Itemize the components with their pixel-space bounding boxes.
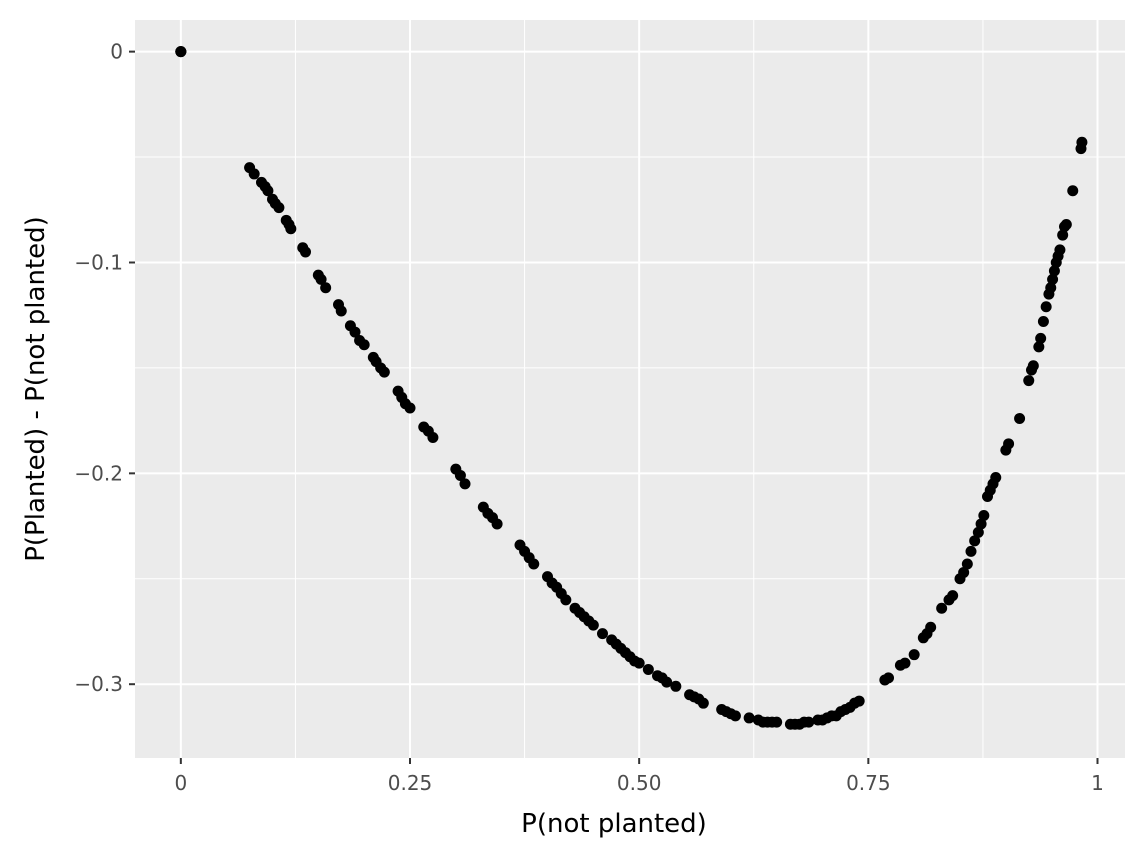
scatter-point — [427, 431, 439, 443]
scatter-point — [803, 716, 815, 728]
y-tick-label: −0.2 — [74, 461, 123, 485]
x-tick-label: 0.25 — [388, 771, 433, 795]
y-tick-label: −0.3 — [74, 672, 123, 696]
scatter-point — [1045, 282, 1057, 294]
x-tick-label: 0.50 — [617, 771, 662, 795]
x-tick-label: 0 — [174, 771, 187, 795]
scatter-point — [285, 223, 297, 235]
scatter-point — [248, 168, 260, 180]
x-axis-title: P(not planted) — [521, 809, 707, 839]
scatter-point — [908, 649, 920, 661]
scatter-point — [1054, 244, 1066, 256]
scatter-point — [697, 697, 709, 709]
scatter-point — [528, 558, 540, 570]
scatter-point — [1048, 265, 1060, 277]
scatter-point — [300, 246, 311, 258]
scatter-point — [1027, 360, 1039, 372]
scatter-point — [1060, 219, 1072, 231]
scatter-point — [1037, 316, 1049, 328]
y-axis-title: P(Planted) - P(not planted) — [21, 216, 51, 562]
minor-gridlines — [135, 20, 1125, 758]
data-points — [175, 46, 1088, 730]
scatter-point — [743, 712, 755, 724]
scatter-point — [642, 663, 654, 675]
scatter-point — [771, 716, 783, 728]
scatter-point — [560, 594, 572, 606]
scatter-point — [969, 535, 981, 547]
scatter-point — [661, 676, 673, 688]
scatter-point — [315, 273, 327, 285]
x-tick-label: 0.75 — [846, 771, 891, 795]
scatter-point — [349, 326, 361, 338]
scatter-point — [459, 478, 471, 490]
scatter-point — [1035, 332, 1047, 344]
y-tick-label: −0.1 — [74, 250, 123, 274]
scatter-point — [883, 672, 894, 684]
scatter-point — [947, 590, 959, 602]
scatter-point — [670, 680, 682, 692]
scatter-point — [1003, 438, 1015, 450]
scatter-point — [175, 46, 187, 58]
scatter-point — [729, 710, 741, 722]
scatter-point — [320, 282, 332, 294]
scatter-point — [1057, 229, 1069, 241]
y-axis-ticks: 0 −0.1 −0.2 −0.3 — [74, 40, 135, 696]
plot-panel — [135, 20, 1125, 758]
major-gridlines — [135, 20, 1125, 758]
scatter-point — [958, 566, 970, 578]
scatter-point — [1040, 301, 1052, 313]
scatter-point — [1067, 185, 1079, 197]
scatter-point — [335, 305, 347, 317]
scatter-point — [899, 657, 911, 669]
y-tick-label: 0 — [110, 40, 123, 64]
scatter-point — [633, 657, 645, 669]
scatter-point — [853, 695, 865, 707]
scatter-point — [965, 545, 977, 557]
scatter-point — [491, 518, 503, 530]
x-tick-label: 1 — [1091, 771, 1104, 795]
scatter-point — [1023, 375, 1035, 387]
scatter-point — [597, 628, 608, 640]
scatter-point — [990, 472, 1002, 484]
scatter-point — [587, 619, 599, 631]
scatter-point — [978, 510, 990, 522]
scatter-point — [961, 558, 973, 570]
scatter-point — [358, 339, 370, 351]
scatter-point — [925, 621, 937, 633]
scatter-point — [936, 602, 948, 614]
scatter-point — [273, 202, 285, 214]
scatter-point — [975, 518, 987, 530]
scatter-point — [1076, 136, 1088, 148]
scatter-point — [378, 366, 390, 378]
scatter-point — [404, 402, 416, 414]
scatter-point — [454, 469, 466, 481]
scatter-point — [1047, 273, 1059, 285]
x-axis-ticks: 0 0.25 0.50 0.75 1 — [174, 758, 1104, 795]
scatter-point — [1014, 413, 1026, 425]
scatter-point — [262, 185, 274, 197]
scatter-point — [972, 526, 984, 538]
scatter-point — [1033, 341, 1045, 353]
